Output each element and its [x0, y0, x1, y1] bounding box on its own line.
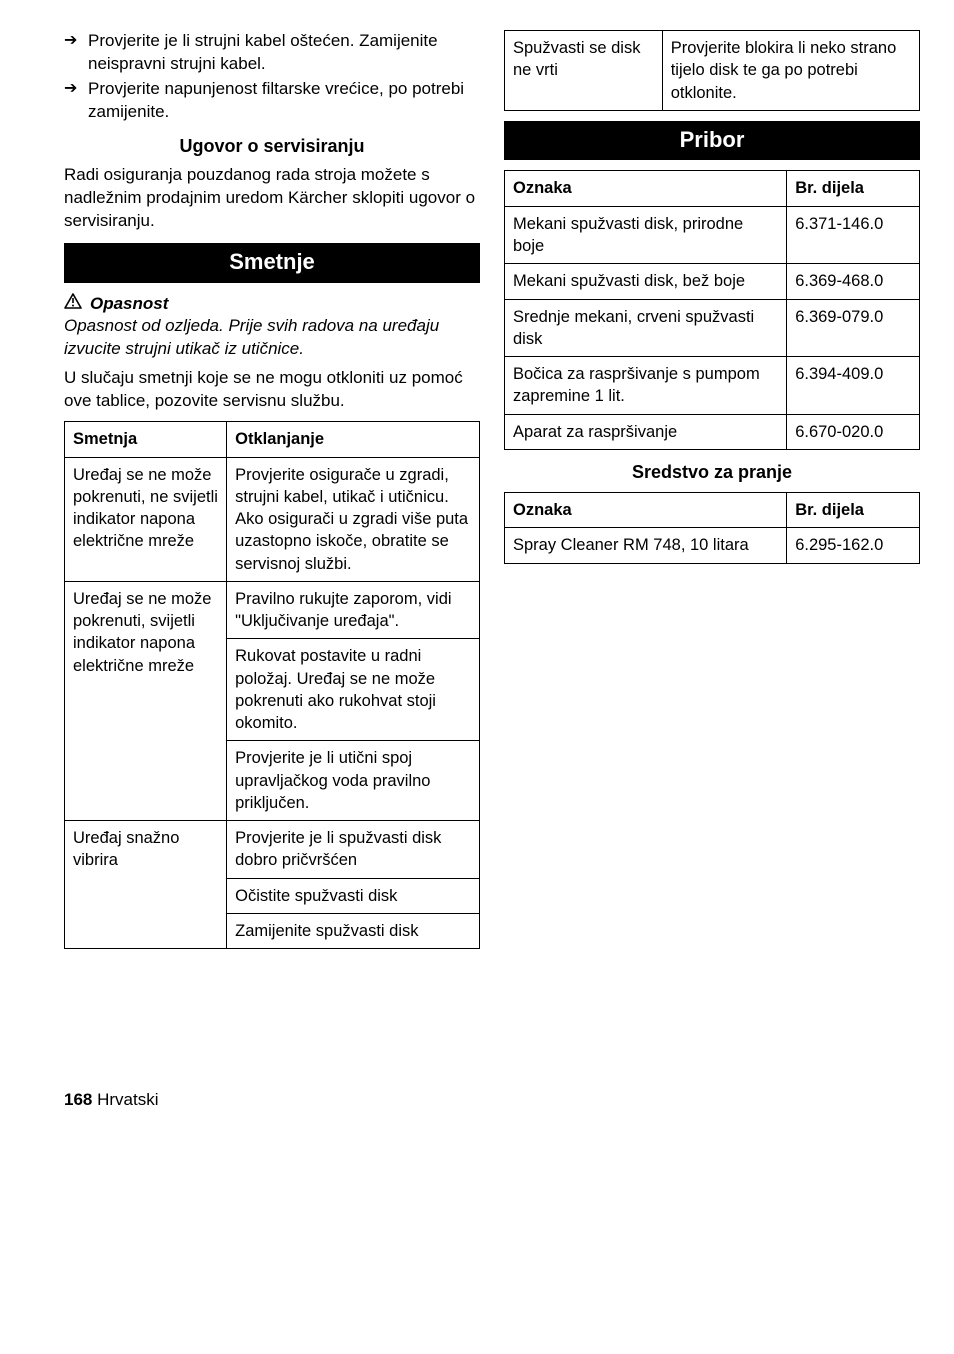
table-row: Oznaka Br. dijela — [505, 493, 920, 528]
col-name: Oznaka — [505, 493, 787, 528]
service-heading: Ugovor o servisiranju — [64, 134, 480, 158]
col-fix: Otklanjanje — [227, 422, 480, 457]
table-row: Bočica za raspršivanje s pumpom zapremin… — [505, 357, 920, 415]
cell: Rukovat postavite u radni položaj. Uređa… — [227, 639, 480, 741]
cell: 6.369-468.0 — [787, 264, 920, 299]
accessories-table: Oznaka Br. dijela Mekani spužvasti disk,… — [504, 170, 920, 449]
col-fault: Smetnja — [65, 422, 227, 457]
table-row: Smetnja Otklanjanje — [65, 422, 480, 457]
table-row: Uređaj se ne može pokrenuti, svijetli in… — [65, 581, 480, 639]
table-row: Srednje mekani, crveni spužvasti disk6.3… — [505, 299, 920, 357]
page-number: 168 — [64, 1090, 92, 1109]
cell: Mekani spužvasti disk, prirodne boje — [505, 206, 787, 264]
accessories-bar: Pribor — [504, 121, 920, 161]
cell: Aparat za raspršivanje — [505, 414, 787, 449]
top-right-table: Spužvasti se disk ne vrti Provjerite blo… — [504, 30, 920, 111]
col-part: Br. dijela — [787, 171, 920, 206]
col-part: Br. dijela — [787, 493, 920, 528]
cell: Spray Cleaner RM 748, 10 litara — [505, 528, 787, 563]
cell: 6.371-146.0 — [787, 206, 920, 264]
cell: Provjerite osigurače u zgradi, strujni k… — [227, 457, 480, 581]
cell: Spužvasti se disk ne vrti — [505, 31, 663, 111]
page-footer: 168 Hrvatski — [64, 1089, 920, 1112]
detergent-table: Oznaka Br. dijela Spray Cleaner RM 748, … — [504, 492, 920, 564]
table-row: Spray Cleaner RM 748, 10 litara 6.295-16… — [505, 528, 920, 563]
service-text: Radi osiguranja pouzdanog rada stroja mo… — [64, 164, 480, 233]
bullet-item: Provjerite je li strujni kabel oštećen. … — [64, 30, 480, 76]
cell: Uređaj se ne može pokrenuti, ne svijetli… — [65, 457, 227, 581]
cell: Provjerite blokira li neko strano tijelo… — [662, 31, 919, 111]
detergent-heading: Sredstvo za pranje — [504, 460, 920, 484]
page-language: Hrvatski — [97, 1090, 158, 1109]
cell: Srednje mekani, crveni spužvasti disk — [505, 299, 787, 357]
cell: 6.295-162.0 — [787, 528, 920, 563]
bullet-item: Provjerite napunjenost filtarske vrećice… — [64, 78, 480, 124]
danger-italic: Opasnost od ozljeda. Prije svih radova n… — [64, 315, 480, 361]
faults-bar: Smetnje — [64, 243, 480, 283]
table-row: Uređaj snažno vibrira Provjerite je li s… — [65, 821, 480, 879]
table-row: Mekani spužvasti disk, prirodne boje6.37… — [505, 206, 920, 264]
warning-icon — [64, 293, 82, 309]
cell: Zamijenite spužvasti disk — [227, 914, 480, 949]
table-row: Aparat za raspršivanje6.670-020.0 — [505, 414, 920, 449]
cell: 6.369-079.0 — [787, 299, 920, 357]
table-row: Uređaj se ne može pokrenuti, ne svijetli… — [65, 457, 480, 581]
table-row: Mekani spužvasti disk, bež boje6.369-468… — [505, 264, 920, 299]
cell: Provjerite je li utični spoj upravljačko… — [227, 741, 480, 821]
cell: Očistite spužvasti disk — [227, 878, 480, 913]
cell: 6.394-409.0 — [787, 357, 920, 415]
table-row: Spužvasti se disk ne vrti Provjerite blo… — [505, 31, 920, 111]
cell: Provjerite je li spužvasti disk dobro pr… — [227, 821, 480, 879]
cell: Bočica za raspršivanje s pumpom zapremin… — [505, 357, 787, 415]
faults-table: Smetnja Otklanjanje Uređaj se ne može po… — [64, 421, 480, 949]
danger-text: U slučaju smetnji koje se ne mogu otklon… — [64, 367, 480, 413]
cell: Uređaj snažno vibrira — [65, 821, 227, 949]
table-row: Oznaka Br. dijela — [505, 171, 920, 206]
col-name: Oznaka — [505, 171, 787, 206]
cell: 6.670-020.0 — [787, 414, 920, 449]
cell: Uređaj se ne može pokrenuti, svijetli in… — [65, 581, 227, 820]
cell: Pravilno rukujte zaporom, vidi "Uključiv… — [227, 581, 480, 639]
danger-label: Opasnost — [90, 293, 168, 316]
cell: Mekani spužvasti disk, bež boje — [505, 264, 787, 299]
